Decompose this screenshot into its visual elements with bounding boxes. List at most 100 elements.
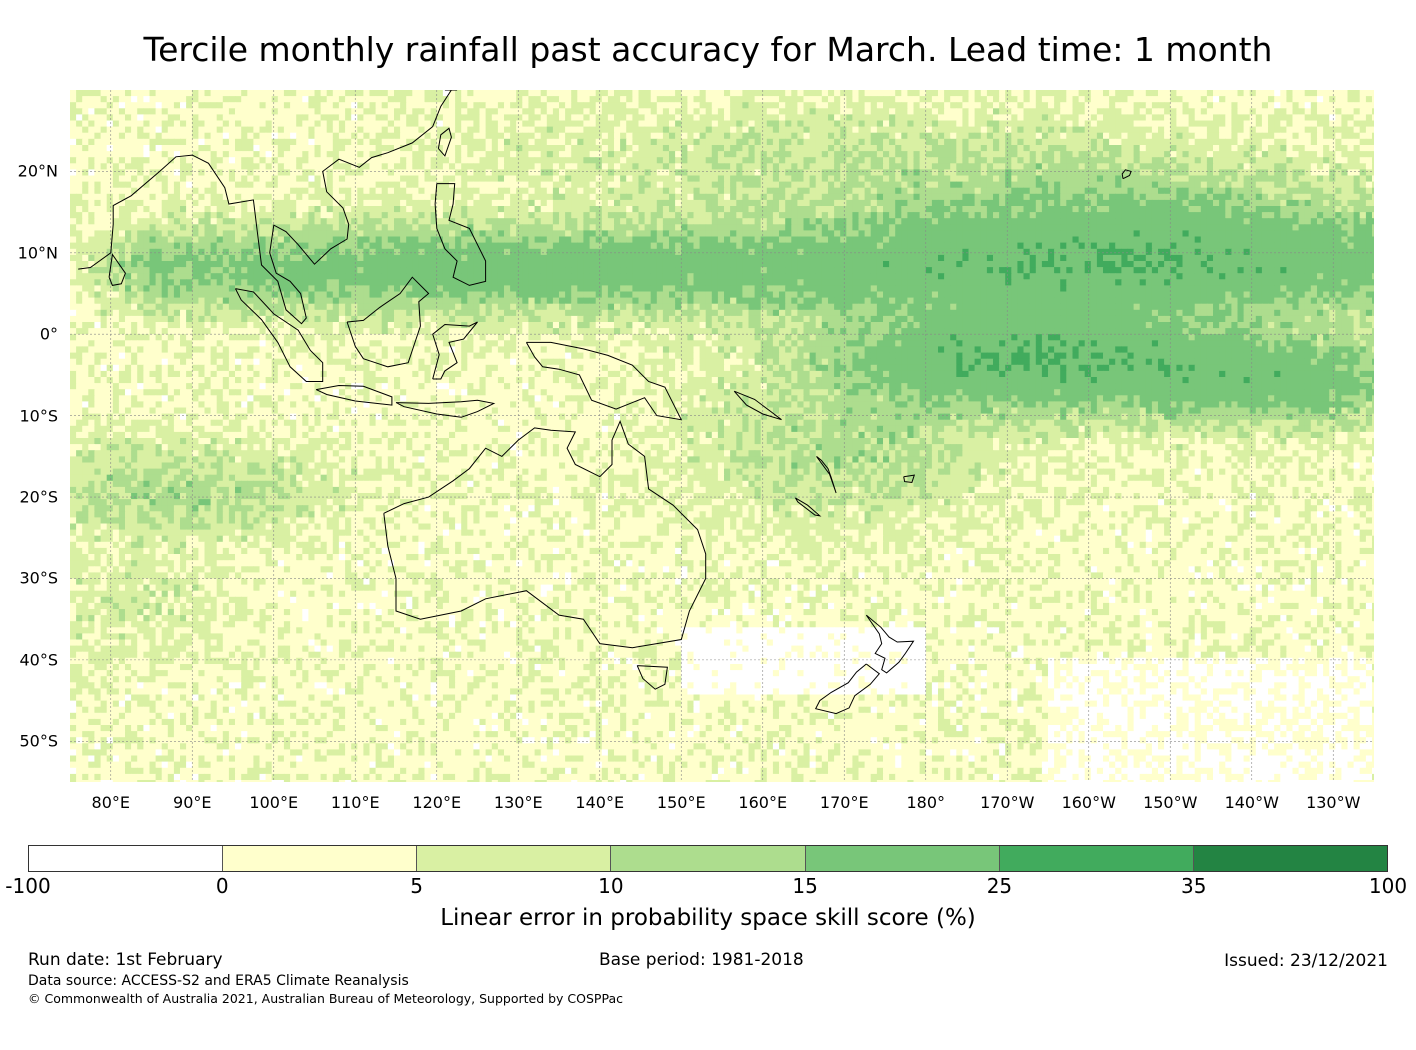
skill-cell — [82, 102, 89, 109]
skill-cell — [1017, 90, 1024, 97]
skill-cell — [107, 90, 114, 97]
skill-cell — [1005, 102, 1012, 109]
skill-cell — [88, 96, 95, 103]
skill-cell — [1335, 114, 1342, 121]
skill-cell — [1134, 114, 1141, 121]
skill-cell — [1354, 114, 1361, 121]
skill-cell — [1097, 102, 1104, 109]
skill-cell — [1079, 96, 1086, 103]
skill-cell — [1238, 139, 1245, 146]
skill-cell — [583, 127, 590, 134]
skill-cell — [1299, 96, 1306, 103]
skill-cell — [278, 108, 285, 115]
skill-cell — [583, 96, 590, 103]
skill-cell — [1262, 102, 1269, 109]
skill-cell — [571, 114, 578, 121]
skill-cell — [516, 127, 523, 134]
skill-cell — [981, 133, 988, 140]
skill-cell — [333, 127, 340, 134]
skill-cell — [981, 90, 988, 97]
skill-cell — [706, 108, 713, 115]
skill-cell — [755, 133, 762, 140]
skill-cell — [113, 121, 120, 128]
skill-cell — [1066, 102, 1073, 109]
skill-cell — [901, 90, 908, 97]
skill-cell — [1335, 96, 1342, 103]
skill-cell — [363, 96, 370, 103]
skill-cell — [755, 90, 762, 97]
skill-cell — [938, 108, 945, 115]
skill-cell — [1146, 102, 1153, 109]
skill-cell — [76, 151, 83, 158]
skill-cell — [547, 108, 554, 115]
skill-cell — [351, 121, 358, 128]
skill-cell — [101, 139, 108, 146]
skill-cell — [1372, 139, 1374, 146]
skill-cell — [859, 114, 866, 121]
skill-cell — [865, 127, 872, 134]
skill-cell — [253, 127, 260, 134]
skill-cell — [700, 139, 707, 146]
skill-cell — [327, 108, 334, 115]
skill-cell — [125, 127, 132, 134]
skill-cell — [846, 145, 853, 152]
skill-cell — [235, 127, 242, 134]
skill-cell — [1207, 139, 1214, 146]
skill-cell — [253, 133, 260, 140]
skill-cell — [1042, 90, 1049, 97]
skill-cell — [284, 139, 291, 146]
skill-cell — [321, 145, 328, 152]
skill-cell — [889, 90, 896, 97]
skill-cell — [1305, 102, 1312, 109]
skill-cell — [639, 102, 646, 109]
skill-cell — [363, 145, 370, 152]
skill-cell — [211, 145, 218, 152]
skill-cell — [1213, 121, 1220, 128]
skill-cell — [137, 127, 144, 134]
skill-cell — [956, 114, 963, 121]
skill-cell — [938, 145, 945, 152]
skill-cell — [113, 133, 120, 140]
skill-cell — [266, 108, 273, 115]
skill-cell — [156, 121, 163, 128]
skill-cell — [1121, 96, 1128, 103]
skill-cell — [577, 133, 584, 140]
skill-cell — [999, 96, 1006, 103]
skill-cell — [565, 139, 572, 146]
skill-cell — [467, 139, 474, 146]
skill-cell — [1372, 114, 1374, 121]
skill-cell — [1311, 114, 1318, 121]
skill-cell — [162, 121, 169, 128]
skill-cell — [223, 121, 230, 128]
skill-cell — [150, 139, 157, 146]
skill-cell — [901, 145, 908, 152]
skill-cell — [217, 90, 224, 97]
skill-cell — [235, 121, 242, 128]
skill-cell — [718, 145, 725, 152]
skill-cell — [1280, 90, 1287, 97]
skill-cell — [119, 127, 126, 134]
skill-cell — [712, 121, 719, 128]
skill-cell — [357, 121, 364, 128]
skill-cell — [382, 145, 389, 152]
skill-cell — [76, 121, 83, 128]
skill-cell — [94, 102, 101, 109]
skill-cell — [1262, 145, 1269, 152]
skill-cell — [480, 139, 487, 146]
skill-cell — [1066, 114, 1073, 121]
skill-cell — [730, 102, 737, 109]
skill-cell — [400, 127, 407, 134]
skill-cell — [1054, 127, 1061, 134]
skill-cell — [602, 127, 609, 134]
skill-cell — [742, 96, 749, 103]
skill-cell — [1066, 145, 1073, 152]
skill-cell — [1024, 133, 1031, 140]
skill-cell — [1231, 139, 1238, 146]
skill-cell — [498, 121, 505, 128]
skill-cell — [229, 127, 236, 134]
skill-cell — [382, 114, 389, 121]
skill-cell — [229, 151, 236, 158]
skill-cell — [565, 145, 572, 152]
skill-cell — [969, 121, 976, 128]
skill-cell — [1097, 114, 1104, 121]
